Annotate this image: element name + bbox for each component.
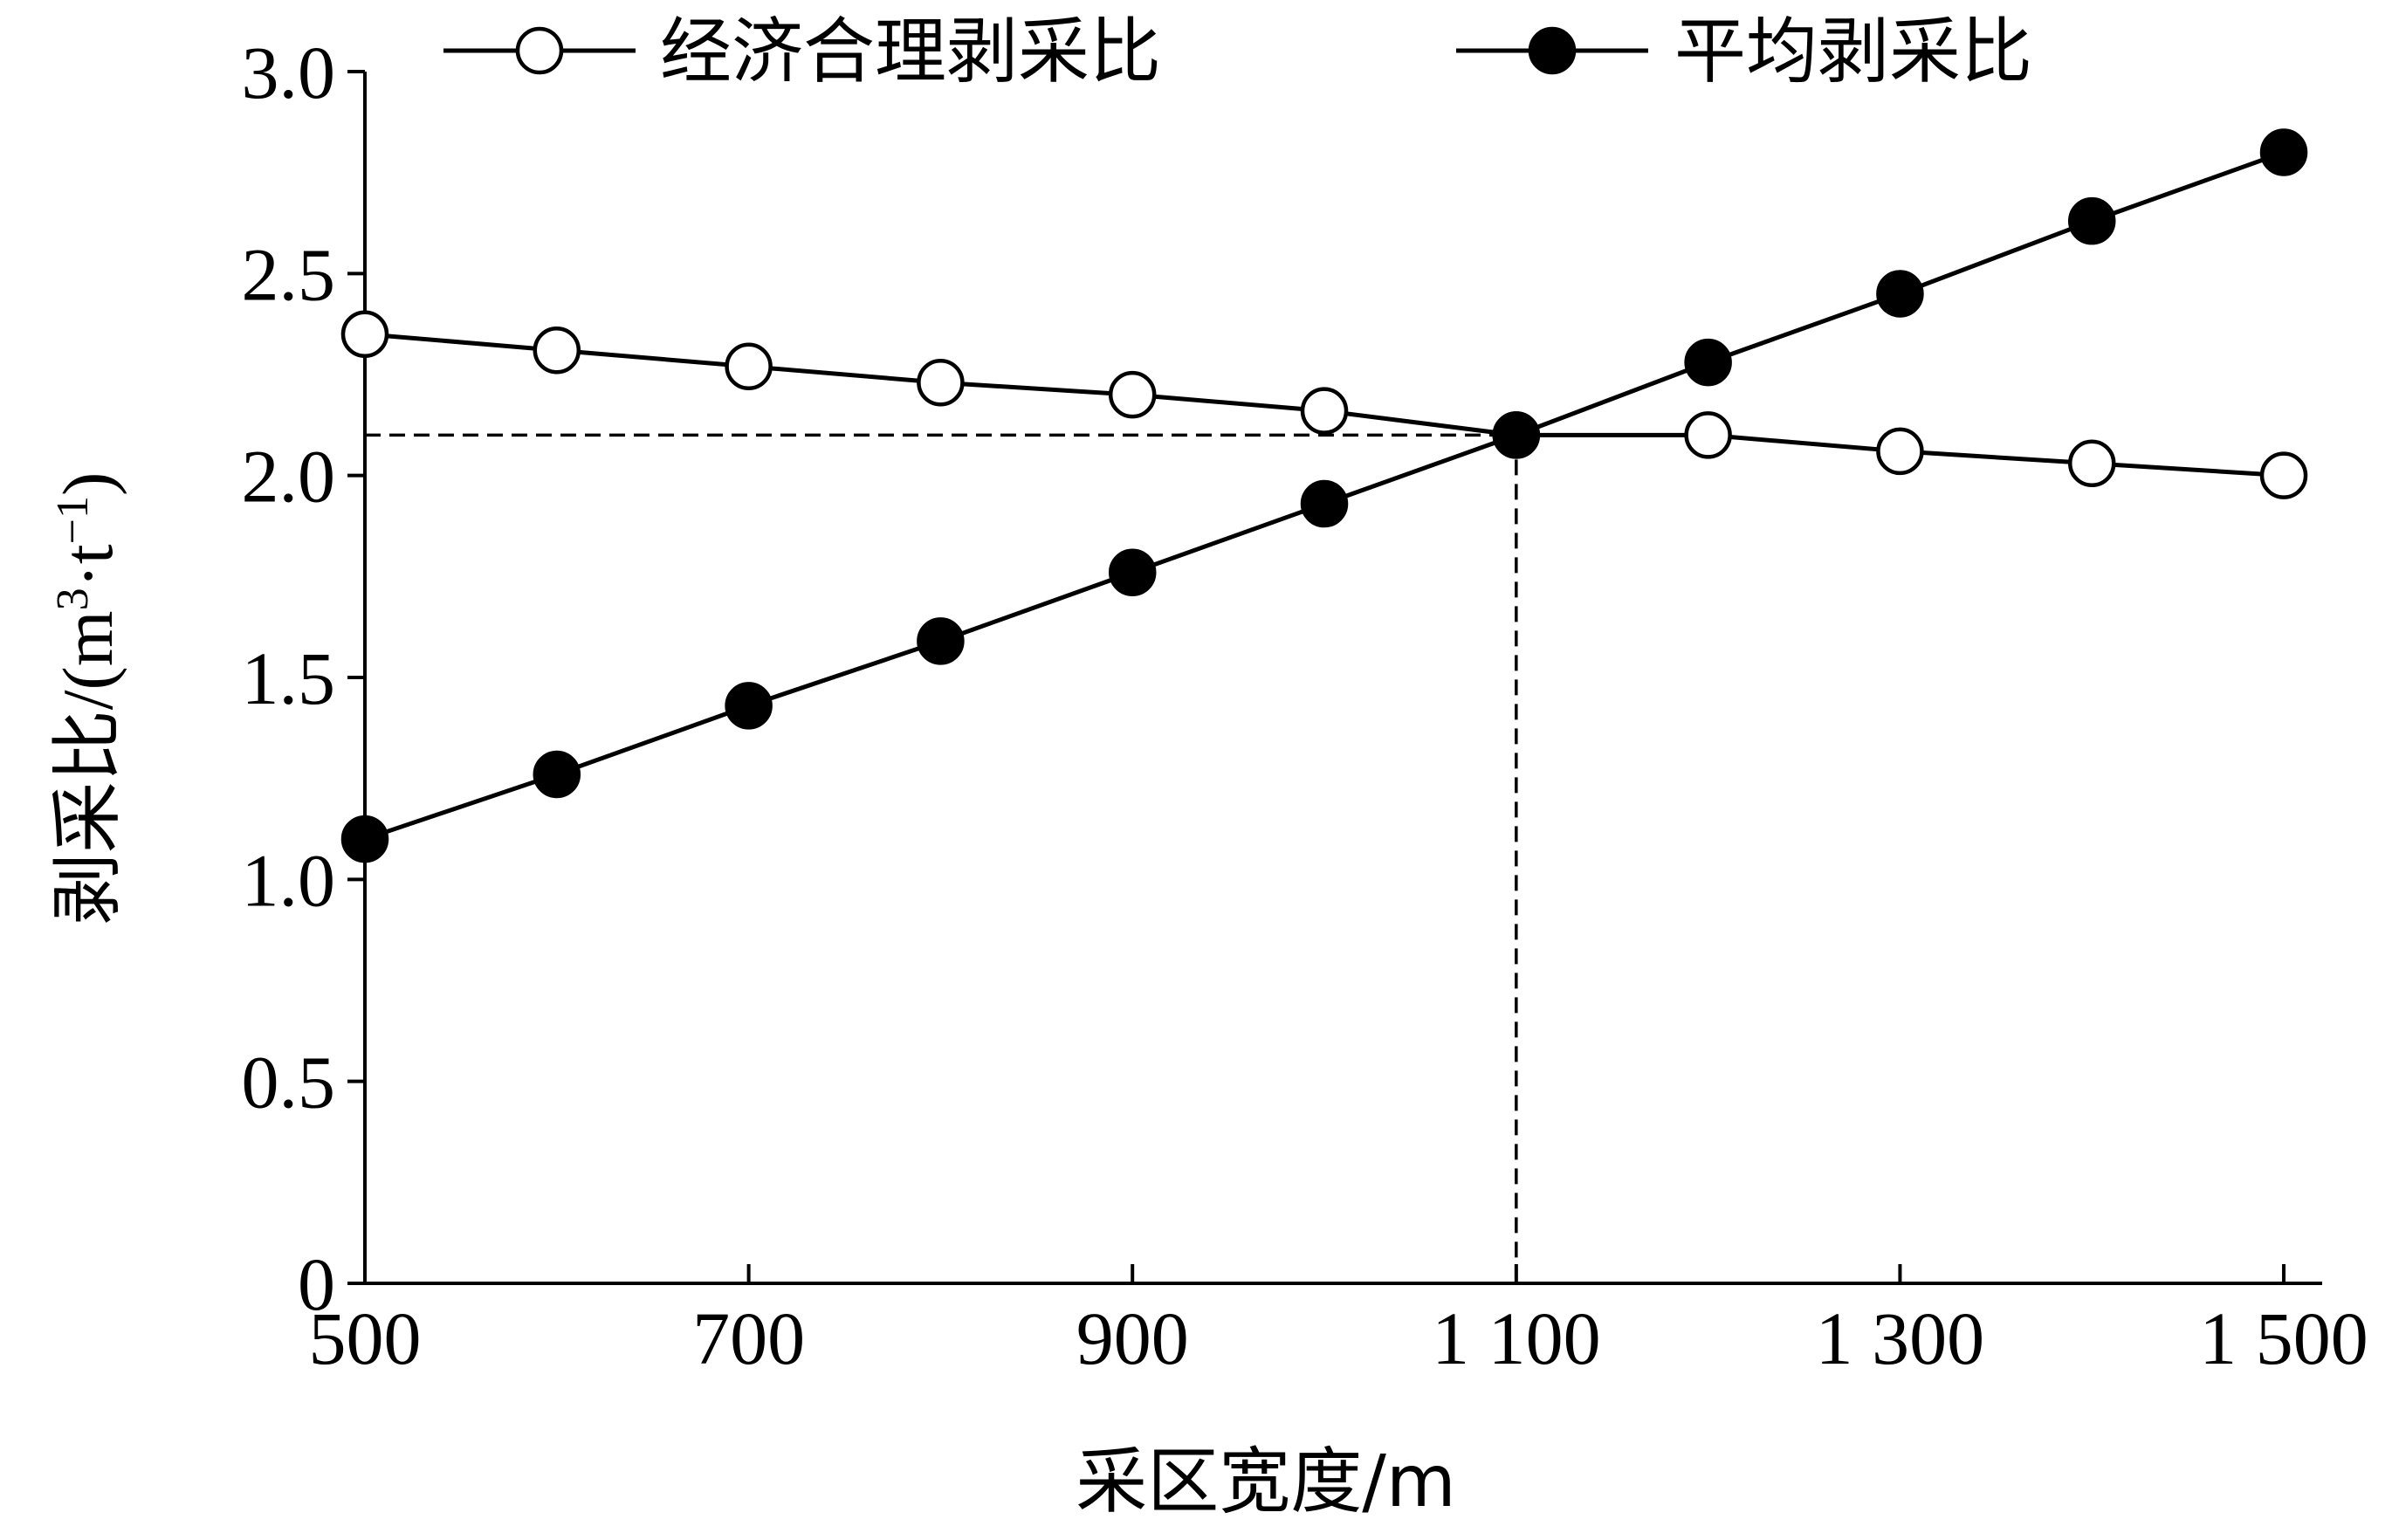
y-tick-label: 1.5: [242, 636, 336, 720]
x-tick-label: 1 500: [2199, 1296, 2368, 1380]
y-axis-unit-mid: ·t: [48, 544, 127, 588]
y-axis-unit-sup1: 3: [48, 588, 98, 610]
series-2-point: [1108, 548, 1157, 596]
reference-lines: [365, 433, 1518, 1283]
series-1-point: [1684, 411, 1732, 459]
series-2-point: [1876, 270, 1924, 318]
series-1-point: [725, 342, 773, 390]
x-tick-label: 1 300: [1816, 1296, 1985, 1380]
x-tick-label: 900: [1076, 1296, 1189, 1380]
series-2-point: [533, 750, 581, 799]
legend: 经济合理剥采比 平均剥采比: [443, 10, 2032, 93]
series-2-point: [725, 682, 773, 730]
series-1-point: [917, 359, 965, 407]
legend-marker-1: [515, 26, 564, 75]
y-axis-unit-open: /(m: [48, 610, 127, 710]
series-1-point: [340, 310, 389, 358]
series-1-point: [2259, 451, 2308, 499]
series-layer: [340, 128, 2308, 863]
series-2-point: [1300, 479, 1349, 528]
series-1-point: [2067, 439, 2116, 488]
x-tick-label: 1 100: [1432, 1296, 1601, 1380]
series-1-point: [1300, 387, 1349, 435]
y-axis-title: 剥采比/(m3·t−1): [46, 472, 129, 925]
x-tick-label: 700: [692, 1296, 805, 1380]
y-tick-label: 0: [298, 1242, 335, 1326]
series-2-point: [340, 815, 389, 863]
y-axis-title-cn: 剥采比: [46, 710, 129, 925]
legend-label-1: 经济合理剥采比: [660, 10, 1161, 93]
series-2-point: [917, 617, 965, 665]
series-2-point: [1492, 411, 1541, 459]
legend-label-2: 平均剥采比: [1674, 10, 2032, 93]
y-tick-label: 2.0: [242, 435, 336, 519]
y-axis-unit-close: ): [48, 472, 127, 496]
series-1-point: [1876, 427, 1924, 476]
y-tick-label: 1.0: [242, 838, 336, 922]
y-tick-label: 0.5: [242, 1041, 336, 1124]
x-tick-label: 500: [309, 1296, 422, 1380]
series-2-point: [2067, 196, 2116, 245]
series-1-point: [1108, 370, 1157, 419]
y-tick-label: 3.0: [242, 31, 336, 114]
series-2-point: [2259, 128, 2308, 176]
series-1-point: [533, 326, 581, 375]
axes: 0 0.5 1.0 1.5 2.0 2.5 3.0 500 700 900 1 100 1 300 1 …: [242, 31, 2368, 1380]
y-axis-unit-sup2: −1: [48, 496, 98, 544]
x-axis-title: 采区宽度/m: [1076, 1440, 1456, 1523]
y-tick-label: 2.5: [242, 232, 336, 316]
series-2-point: [1684, 338, 1732, 387]
legend-marker-2: [1528, 26, 1577, 75]
